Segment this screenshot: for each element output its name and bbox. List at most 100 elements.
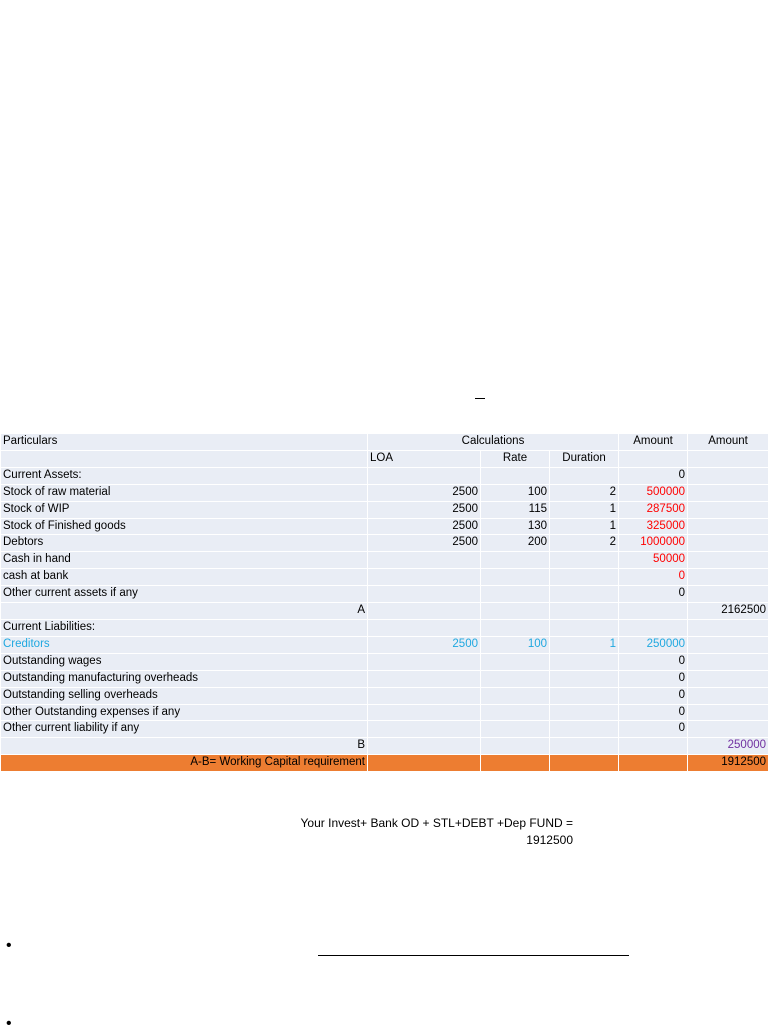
row-label: A-B= Working Capital requirement — [1, 755, 368, 772]
loa-cell — [368, 721, 481, 738]
amount2-cell — [688, 670, 768, 687]
bullet-point: • — [6, 1016, 12, 1032]
rate-cell — [481, 687, 550, 704]
header-duration: Duration — [550, 450, 619, 467]
sub-header-row: LOA Rate Duration — [1, 450, 768, 467]
header-amount: Amount — [619, 434, 688, 451]
amount2-cell — [688, 552, 768, 569]
duration-cell: 1 — [550, 636, 619, 653]
amount2-cell — [688, 721, 768, 738]
amount-cell: 0 — [619, 586, 688, 603]
amount2-cell — [688, 569, 768, 586]
loa-cell — [368, 467, 481, 484]
duration-cell: 1 — [550, 501, 619, 518]
row-label: Outstanding selling overheads — [1, 687, 368, 704]
amount2-cell: 2162500 — [688, 603, 768, 620]
table-row: Other current assets if any 0 — [1, 586, 768, 603]
row-label: Current Liabilities: — [1, 619, 368, 636]
loa-cell — [368, 586, 481, 603]
loa-cell — [368, 603, 481, 620]
amount2-cell — [688, 636, 768, 653]
rate-cell: 100 — [481, 636, 550, 653]
amount2-cell — [688, 653, 768, 670]
empty-cell — [619, 450, 688, 467]
formula-line: Your Invest+ Bank OD + STL+DEBT +Dep FUN… — [260, 815, 573, 832]
row-label: Other current assets if any — [1, 586, 368, 603]
amount-cell: 0 — [619, 467, 688, 484]
loa-cell — [368, 569, 481, 586]
amount-cell: 0 — [619, 704, 688, 721]
rate-cell — [481, 704, 550, 721]
rate-cell: 100 — [481, 484, 550, 501]
row-label: Stock of Finished goods — [1, 518, 368, 535]
loa-cell: 2500 — [368, 501, 481, 518]
row-label: Outstanding wages — [1, 653, 368, 670]
amount2-cell — [688, 535, 768, 552]
amount-cell: 0 — [619, 687, 688, 704]
duration-cell — [550, 738, 619, 755]
loa-cell — [368, 687, 481, 704]
loa-cell: 2500 — [368, 636, 481, 653]
rate-cell — [481, 603, 550, 620]
table-row: B 250000 — [1, 738, 768, 755]
amount2-cell — [688, 484, 768, 501]
header-row: Particulars Calculations Amount Amount — [1, 434, 768, 451]
loa-cell — [368, 704, 481, 721]
dash-mark — [475, 398, 485, 399]
rate-cell: 200 — [481, 535, 550, 552]
row-label: Other Outstanding expenses if any — [1, 704, 368, 721]
loa-cell: 2500 — [368, 518, 481, 535]
duration-cell: 2 — [550, 484, 619, 501]
funding-formula: Your Invest+ Bank OD + STL+DEBT +Dep FUN… — [260, 815, 573, 849]
header-rate: Rate — [481, 450, 550, 467]
amount-cell — [619, 755, 688, 772]
loa-cell: 2500 — [368, 484, 481, 501]
loa-cell: 2500 — [368, 535, 481, 552]
rate-cell — [481, 569, 550, 586]
table-row: Other Outstanding expenses if any 0 — [1, 704, 768, 721]
amount-cell: 50000 — [619, 552, 688, 569]
amount2-cell: 250000 — [688, 738, 768, 755]
loa-cell — [368, 619, 481, 636]
row-label: Stock of WIP — [1, 501, 368, 518]
table-row: Current Assets:0 — [1, 467, 768, 484]
row-label: Outstanding manufacturing overheads — [1, 670, 368, 687]
empty-cell — [1, 450, 368, 467]
empty-cell — [688, 450, 768, 467]
row-label: Debtors — [1, 535, 368, 552]
amount-cell — [619, 738, 688, 755]
amount2-cell — [688, 467, 768, 484]
rate-cell — [481, 653, 550, 670]
rate-cell: 115 — [481, 501, 550, 518]
rate-cell — [481, 619, 550, 636]
working-capital-table: Particulars Calculations Amount Amount L… — [0, 433, 768, 772]
duration-cell: 2 — [550, 535, 619, 552]
header-particulars: Particulars — [1, 434, 368, 451]
amount-cell — [619, 603, 688, 620]
header-calculations: Calculations — [368, 434, 619, 451]
loa-cell — [368, 670, 481, 687]
row-label: Other current liability if any — [1, 721, 368, 738]
loa-cell — [368, 755, 481, 772]
duration-cell — [550, 569, 619, 586]
duration-cell — [550, 586, 619, 603]
amount-cell: 250000 — [619, 636, 688, 653]
amount-cell: 325000 — [619, 518, 688, 535]
row-label: Creditors — [1, 636, 368, 653]
duration-cell — [550, 721, 619, 738]
amount2-cell — [688, 518, 768, 535]
duration-cell — [550, 670, 619, 687]
table-row: Current Liabilities: — [1, 619, 768, 636]
row-label: A — [1, 603, 368, 620]
row-label: B — [1, 738, 368, 755]
duration-cell — [550, 755, 619, 772]
